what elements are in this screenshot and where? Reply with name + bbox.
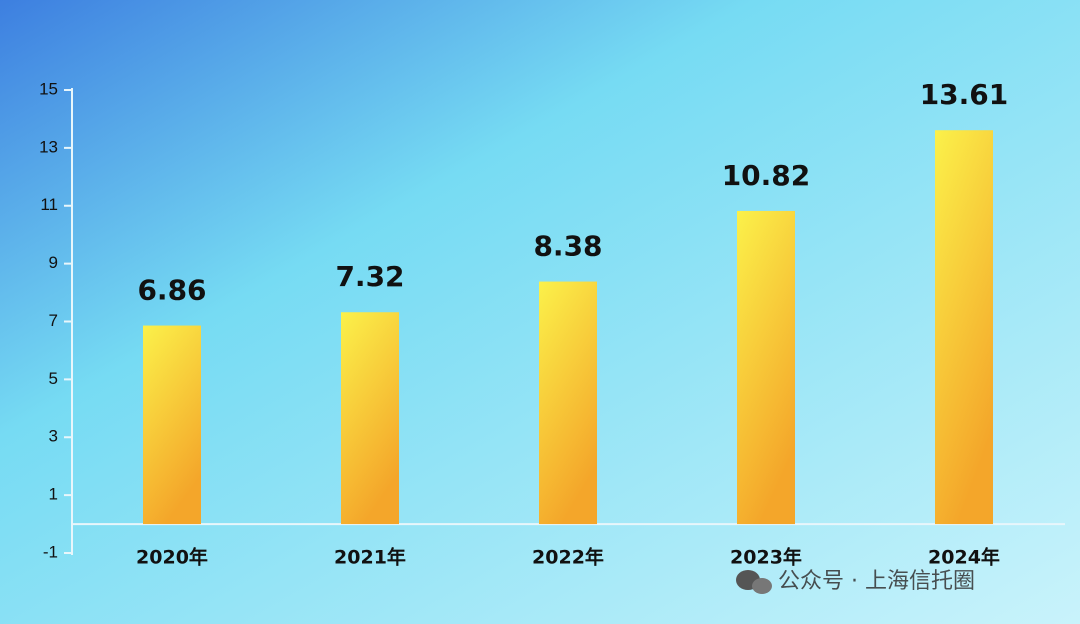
x-tick-label: 2023年 — [730, 546, 802, 569]
watermark: 公众号 · 上海信托圈 — [736, 569, 975, 594]
x-tick-label: 2020年 — [136, 546, 208, 569]
y-tick-label: 1 — [49, 485, 58, 504]
value-label: 8.38 — [533, 230, 602, 263]
value-label: 13.61 — [920, 78, 1009, 111]
y-tick-label: 13 — [39, 137, 58, 156]
y-tick-label: -1 — [43, 542, 58, 561]
x-tick-label: 2021年 — [334, 546, 406, 569]
bar — [341, 312, 399, 525]
y-tick-label: 11 — [40, 195, 58, 214]
value-label: 10.82 — [722, 159, 811, 192]
y-tick-label: 5 — [49, 369, 58, 388]
y-tick-label: 15 — [39, 79, 58, 98]
bar — [935, 130, 993, 525]
x-tick-label: 2024年 — [928, 546, 1000, 569]
x-tick-label: 2022年 — [532, 546, 604, 569]
bar — [143, 325, 201, 525]
y-tick-label: 3 — [49, 427, 58, 446]
value-label: 7.32 — [335, 260, 404, 293]
bar — [737, 210, 795, 525]
value-label: 6.86 — [137, 274, 206, 307]
watermark-text: 公众号 · 上海信托圈 — [778, 569, 975, 594]
y-tick-label: 7 — [49, 311, 58, 330]
y-tick-label: 9 — [49, 253, 58, 272]
bar — [539, 281, 597, 525]
